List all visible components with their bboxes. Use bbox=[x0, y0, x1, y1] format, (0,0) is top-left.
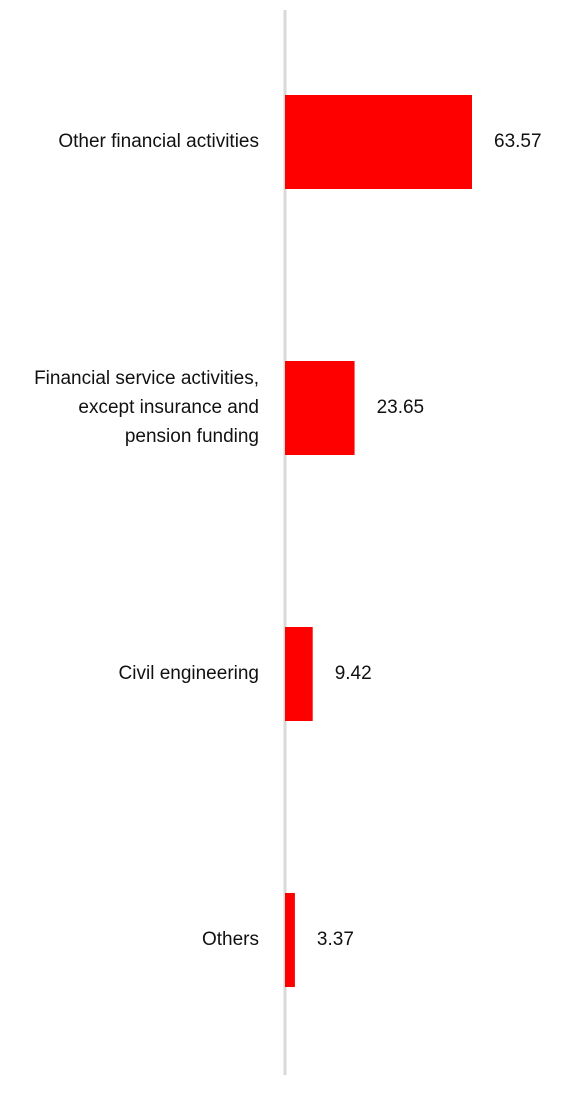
value-label-1: 23.65 bbox=[377, 397, 425, 418]
category-label-line: Financial service activities, bbox=[34, 368, 259, 389]
bar-0 bbox=[285, 95, 472, 189]
category-label-line: Others bbox=[202, 929, 259, 950]
category-label-line: pension funding bbox=[125, 426, 259, 447]
value-label-0: 63.57 bbox=[494, 131, 542, 152]
bar-1 bbox=[285, 361, 355, 455]
category-label-2: Civil engineering bbox=[119, 663, 259, 684]
bar-2 bbox=[285, 627, 313, 721]
category-label-3: Others bbox=[202, 929, 259, 950]
category-label-line: Civil engineering bbox=[119, 663, 259, 684]
category-label-line: Other financial activities bbox=[58, 131, 259, 152]
category-label-1: Financial service activities, except insu… bbox=[34, 368, 259, 447]
value-label-2: 9.42 bbox=[335, 663, 372, 684]
value-label-3: 3.37 bbox=[317, 929, 354, 950]
bar-3 bbox=[285, 893, 295, 987]
category-label-0: Other financial activities bbox=[58, 131, 259, 152]
category-label-line: except insurance and bbox=[78, 397, 259, 418]
